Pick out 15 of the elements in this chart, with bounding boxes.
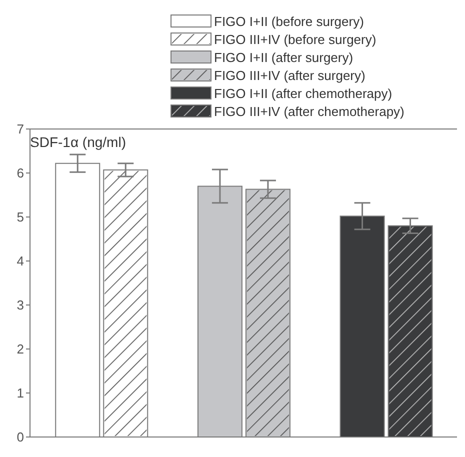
y-tick-label: 1	[16, 386, 24, 401]
legend-label: FIGO III+IV (after chemotherapy)	[214, 104, 404, 118]
y-tick-label: 2	[16, 342, 24, 357]
y-tick-label: 4	[16, 254, 24, 269]
legend-label: FIGO III+IV (before surgery)	[214, 32, 376, 46]
legend-label: FIGO I+II (before surgery)	[214, 14, 364, 28]
y-tick-label: 5	[16, 210, 24, 225]
y-tick-label: 6	[16, 166, 24, 181]
legend-label: FIGO I+II (after chemotherapy)	[214, 86, 392, 100]
y-tick-label: 0	[16, 430, 24, 445]
legend-label: FIGO III+IV (after surgery)	[214, 68, 366, 82]
y-axis-title: SDF-1α (ng/ml)	[30, 134, 126, 150]
y-tick-label: 3	[16, 298, 24, 313]
legend-label: FIGO I+II (after surgery)	[214, 50, 354, 64]
y-tick-label: 7	[16, 122, 24, 137]
